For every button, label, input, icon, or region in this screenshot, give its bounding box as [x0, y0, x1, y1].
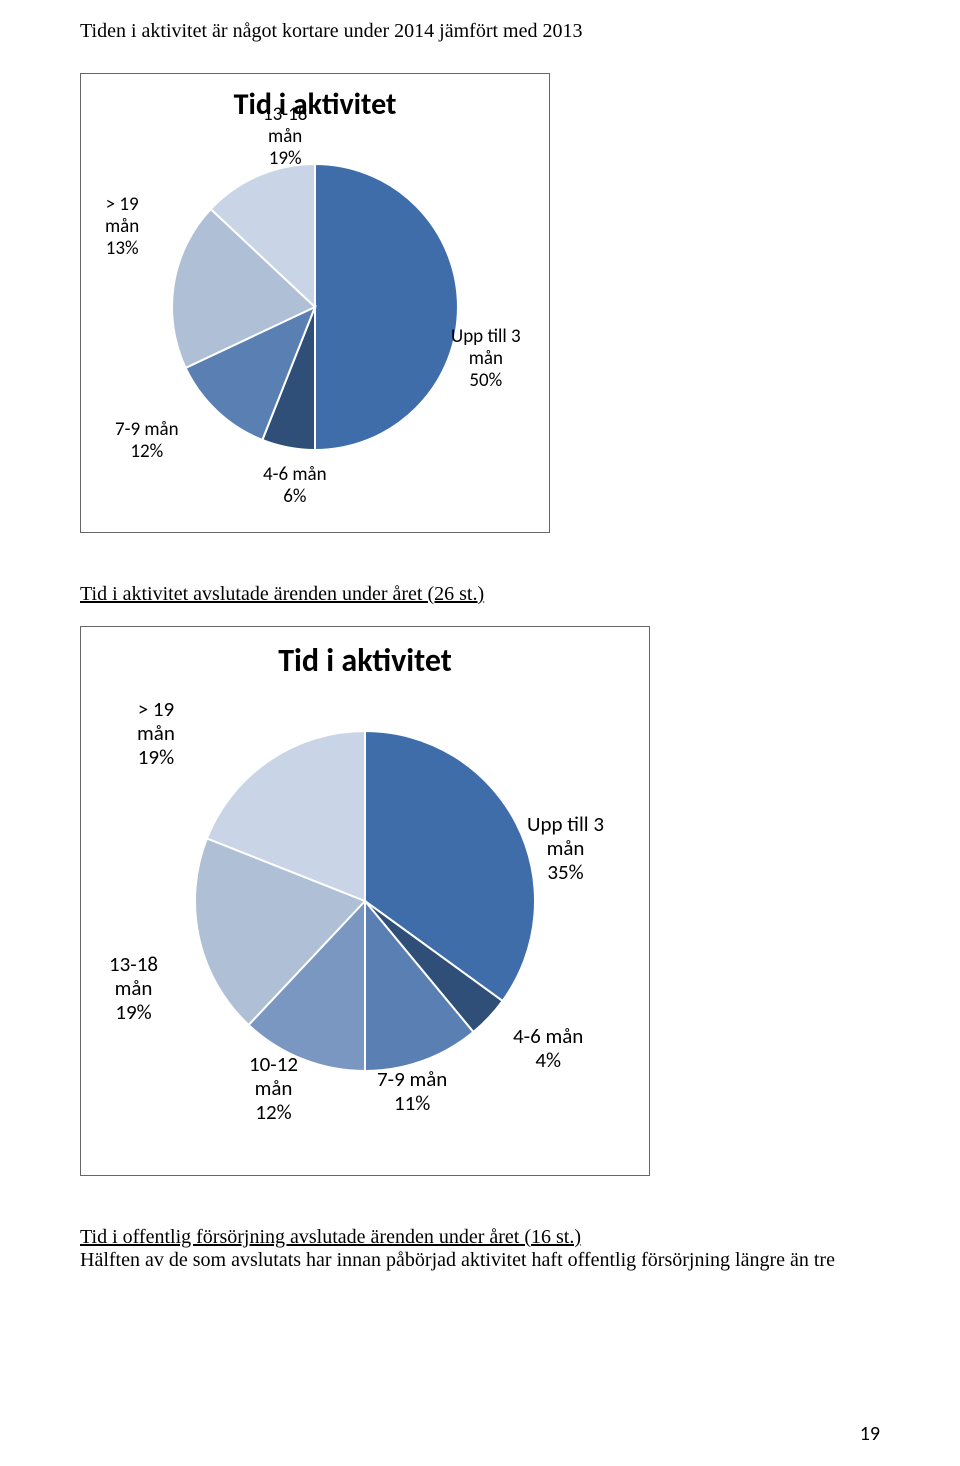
- chart-tid-i-aktivitet-1: Tid i aktivitet Upp till 3mån50% 4-6 mån6…: [80, 73, 550, 533]
- chart1-pie-svg: [135, 127, 495, 487]
- pie-slice: [315, 164, 458, 450]
- bottom-paragraph: Hälften av de som avslutats har innan på…: [80, 1249, 880, 1272]
- pie-label: > 19mån13%: [105, 194, 139, 260]
- page-number: 19: [860, 1422, 880, 1446]
- pie-label: 13-18mån19%: [109, 952, 158, 1024]
- pie-label: 7-9 mån12%: [115, 419, 179, 463]
- pie-label: 13-18mån19%: [263, 104, 307, 170]
- pie-label: > 19mån19%: [137, 697, 175, 769]
- pie-label: 7-9 mån11%: [377, 1067, 447, 1115]
- pie-label: Upp till 3mån50%: [451, 326, 521, 392]
- chart1-title: Tid i aktivitet: [81, 74, 549, 127]
- section-heading: Tid i aktivitet avslutade ärenden under …: [80, 583, 880, 606]
- bottom-block: Tid i offentlig försörjning avslutade är…: [80, 1226, 880, 1272]
- chart2-title: Tid i aktivitet: [81, 627, 649, 686]
- pie-label: 10-12mån12%: [249, 1052, 298, 1124]
- pie-label: Upp till 3mån35%: [527, 812, 604, 884]
- pie-label: 4-6 mån6%: [263, 464, 327, 508]
- intro-text: Tiden i aktivitet är något kortare under…: [80, 20, 880, 43]
- pie-label: 4-6 mån4%: [513, 1024, 583, 1072]
- chart-tid-i-aktivitet-2: Tid i aktivitet Upp till 3mån35% 4-6 mån4…: [80, 626, 650, 1176]
- bottom-heading: Tid i offentlig försörjning avslutade är…: [80, 1226, 880, 1249]
